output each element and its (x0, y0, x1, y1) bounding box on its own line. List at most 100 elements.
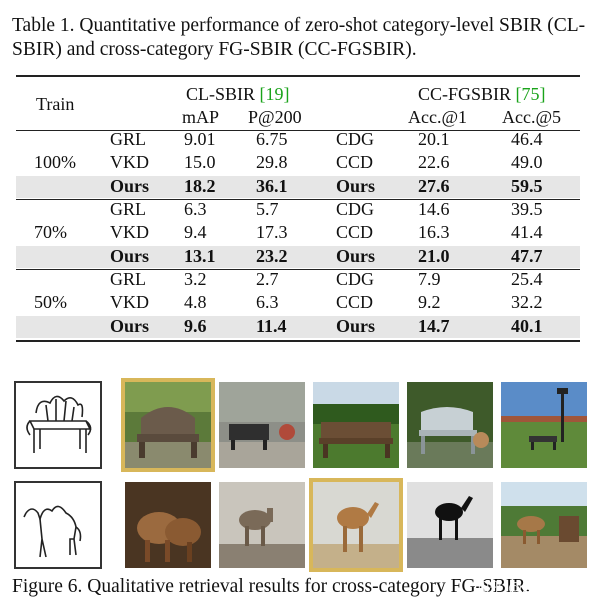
camel-photo-4 (407, 482, 493, 568)
bench-result-2[interactable] (219, 382, 305, 468)
table-cell-p200: 2.7 (256, 269, 279, 289)
train-group-label: 50% (34, 292, 67, 312)
table-cell-acc1: 27.6 (418, 176, 450, 196)
camel-result-1[interactable] (125, 482, 211, 568)
bench-photo-4 (407, 382, 493, 468)
camel-result-3-highlighted[interactable] (309, 478, 403, 572)
table-cell-map: 3.2 (184, 269, 207, 289)
bench-result-5[interactable] (501, 382, 587, 468)
table-cell-m1: VKD (110, 292, 149, 312)
bench-result-1-highlighted[interactable] (121, 378, 215, 472)
table-cell-map: 6.3 (184, 199, 207, 219)
table-cell-acc1: 14.7 (418, 316, 450, 336)
bench-photo-5 (501, 382, 587, 468)
table-cell-p200: 17.3 (256, 222, 288, 242)
header-p200: P@200 (248, 107, 302, 127)
table-cell-m2: CCD (336, 222, 374, 242)
camel-photo-5 (501, 482, 587, 568)
camel-sketch[interactable] (14, 481, 102, 569)
train-group-label: 70% (34, 222, 67, 242)
ours-row-shade-50 (16, 316, 580, 338)
bench-result-3[interactable] (313, 382, 399, 468)
header-rule (16, 130, 580, 131)
bench-photo-1 (125, 382, 211, 468)
figure-caption: Figure 6. Qualitative retrieval results … (12, 576, 531, 597)
table-cell-acc1: 21.0 (418, 246, 450, 266)
table-cell-acc5: 59.5 (511, 176, 543, 196)
table-cell-acc1: 20.1 (418, 129, 450, 149)
table-cell-p200: 23.2 (256, 246, 288, 266)
table-cell-m2: Ours (336, 316, 376, 336)
table-top-rule (16, 75, 580, 77)
bench-result-4[interactable] (407, 382, 493, 468)
table-cell-acc1: 9.2 (418, 292, 441, 312)
camel-photo-2 (219, 482, 305, 568)
table-cell-acc5: 25.4 (511, 269, 543, 289)
header-acc1: Acc.@1 (408, 107, 468, 127)
table-cell-m2: CDG (336, 199, 375, 219)
table-cell-m1: Ours (110, 316, 150, 336)
table-cell-acc5: 40.1 (511, 316, 543, 336)
table-cell-p200: 6.3 (256, 292, 279, 312)
table-cell-acc5: 49.0 (511, 152, 543, 172)
table-cell-acc5: 47.7 (511, 246, 543, 266)
camel-result-4[interactable] (407, 482, 493, 568)
table-cell-m1: GRL (110, 269, 146, 289)
header-cl-sbir: CL-SBIR [19] (186, 84, 290, 105)
camel-result-5[interactable] (501, 482, 587, 568)
header-cc-fgsbir-label: CC-FGSBIR (418, 84, 512, 104)
table-cell-acc1: 7.9 (418, 269, 441, 289)
bench-photo-2 (219, 382, 305, 468)
table-cell-m1: GRL (110, 129, 146, 149)
table-cell-p200: 29.8 (256, 152, 288, 172)
header-cl-sbir-citation[interactable]: [19] (259, 84, 290, 104)
table-cell-p200: 5.7 (256, 199, 279, 219)
header-train: Train (36, 94, 75, 114)
camel-photo-3 (313, 482, 399, 568)
table-cell-map: 9.4 (184, 222, 207, 242)
header-map: mAP (182, 107, 220, 127)
table-cell-map: 15.0 (184, 152, 216, 172)
bench-sketch-drawing (26, 395, 92, 453)
table-cell-p200: 11.4 (256, 316, 287, 336)
header-cc-fgsbir: CC-FGSBIR [75] (418, 84, 546, 105)
table-cell-acc5: 39.5 (511, 199, 543, 219)
table-cell-m2: CCD (336, 152, 374, 172)
camel-sketch-drawing (23, 505, 82, 558)
bench-sketch[interactable] (14, 381, 102, 469)
table-cell-m1: VKD (110, 222, 149, 242)
train-group-label: 100% (34, 152, 76, 172)
table-caption: Table 1. Quantitative performance of zer… (12, 15, 586, 60)
table-cell-m2: CDG (336, 269, 375, 289)
table-cell-p200: 36.1 (256, 176, 288, 196)
group-rule-2 (16, 269, 580, 270)
ours-row-shade-70 (16, 246, 580, 268)
table-cell-acc5: 46.4 (511, 129, 543, 149)
table-cell-acc1: 22.6 (418, 152, 450, 172)
table-cell-m2: Ours (336, 176, 376, 196)
table-cell-m1: VKD (110, 152, 149, 172)
bench-photo-3 (313, 382, 399, 468)
watermark: 知乎 @三分钟速读 (475, 580, 592, 596)
table-cell-acc5: 41.4 (511, 222, 543, 242)
group-rule-1 (16, 199, 580, 200)
header-acc5: Acc.@5 (502, 107, 562, 127)
table-cell-acc1: 14.6 (418, 199, 450, 219)
table-cell-map: 13.1 (184, 246, 216, 266)
table-cell-map: 9.01 (184, 129, 216, 149)
table-cell-m2: CCD (336, 292, 374, 312)
table-cell-m1: Ours (110, 246, 150, 266)
table-cell-map: 18.2 (184, 176, 216, 196)
table-bottom-rule (16, 340, 580, 342)
header-cl-sbir-label: CL-SBIR (186, 84, 256, 104)
table-cell-acc5: 32.2 (511, 292, 543, 312)
table-cell-map: 9.6 (184, 316, 207, 336)
table-cell-m1: Ours (110, 176, 150, 196)
table-cell-map: 4.8 (184, 292, 207, 312)
camel-result-2[interactable] (219, 482, 305, 568)
table-cell-p200: 6.75 (256, 129, 288, 149)
ours-row-shade-100 (16, 176, 580, 198)
table-cell-m2: CDG (336, 129, 375, 149)
header-cc-fgsbir-citation[interactable]: [75] (515, 84, 546, 104)
table-cell-m2: Ours (336, 246, 376, 266)
